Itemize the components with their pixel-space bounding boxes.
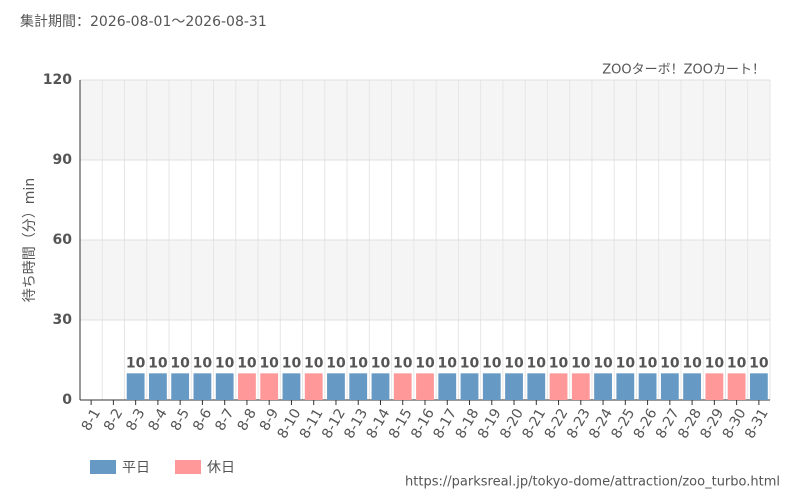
bar <box>594 373 612 400</box>
value-label: 10 <box>371 355 391 371</box>
bar <box>304 373 323 400</box>
y-tick-label: 120 <box>43 72 72 88</box>
bar <box>727 373 746 400</box>
bar <box>371 373 390 400</box>
value-label: 10 <box>282 355 302 371</box>
bar <box>638 373 657 400</box>
y-tick-label: 30 <box>53 312 73 328</box>
chart-title: 集計期間：2026-08-01～2026-08-31 <box>20 13 267 30</box>
bar <box>549 373 568 400</box>
x-tick-label: 8-6 <box>190 406 215 434</box>
y-tick-label: 90 <box>53 152 73 168</box>
value-label: 10 <box>682 355 702 371</box>
bar <box>393 373 412 400</box>
value-label: 10 <box>660 355 680 371</box>
bar <box>126 373 145 400</box>
bar <box>193 373 212 400</box>
chart-subtitle: ZOOターボ！ZOOカート！ <box>602 63 765 78</box>
legend-swatch <box>90 460 116 474</box>
bar <box>660 373 679 400</box>
x-tick-label: 8-2 <box>101 406 126 434</box>
x-tick-label: 8-3 <box>123 406 148 434</box>
legend-label: 休日 <box>207 460 235 476</box>
value-label: 10 <box>727 355 747 371</box>
value-label: 10 <box>170 355 190 371</box>
bar <box>705 373 724 400</box>
value-label: 10 <box>393 355 413 371</box>
bar <box>149 373 167 400</box>
source: https://parksreal.jp/tokyo-dome/attracti… <box>405 475 780 490</box>
plot-band <box>80 80 770 160</box>
bar <box>238 373 256 400</box>
bar <box>349 373 368 400</box>
value-label: 10 <box>348 355 368 371</box>
value-label: 10 <box>527 355 547 371</box>
x-tick-label: 8-7 <box>212 406 237 434</box>
value-label: 10 <box>126 355 146 371</box>
value-label: 10 <box>237 355 257 371</box>
value-label: 10 <box>616 355 636 371</box>
value-label: 10 <box>749 355 769 371</box>
value-label: 10 <box>415 355 435 371</box>
value-label: 10 <box>482 355 502 371</box>
bar <box>482 373 501 400</box>
value-label: 10 <box>705 355 725 371</box>
value-label: 10 <box>504 355 524 371</box>
value-label: 10 <box>571 355 591 371</box>
value-label: 10 <box>148 355 168 371</box>
value-label: 10 <box>593 355 613 371</box>
value-label: 10 <box>460 355 480 371</box>
value-label: 10 <box>215 355 235 371</box>
bar <box>460 373 479 400</box>
value-label: 10 <box>304 355 324 371</box>
value-label: 10 <box>438 355 458 371</box>
x-tick-label: 8-4 <box>146 406 171 434</box>
plot-band <box>80 240 770 320</box>
legend-label: 平日 <box>122 460 150 476</box>
bar <box>438 373 457 400</box>
bar <box>505 373 523 400</box>
x-tick-label: 8-31 <box>742 406 772 442</box>
bar <box>749 373 768 400</box>
value-label: 10 <box>638 355 658 371</box>
bar <box>683 373 701 400</box>
bar <box>215 373 234 400</box>
y-tick-label: 60 <box>53 232 73 248</box>
bar <box>327 373 345 400</box>
x-tick-label: 8-1 <box>79 406 104 434</box>
y-tick-label: 0 <box>62 392 72 408</box>
value-label: 10 <box>193 355 213 371</box>
bar <box>416 373 434 400</box>
bar <box>171 373 190 400</box>
bar <box>260 373 279 400</box>
bar <box>282 373 301 400</box>
x-tick-label: 8-8 <box>235 406 260 434</box>
x-tick-label: 8-5 <box>168 406 193 434</box>
bar <box>616 373 635 400</box>
value-label: 10 <box>549 355 569 371</box>
bar <box>571 373 590 400</box>
legend-swatch <box>175 460 201 474</box>
y-axis-label: 待ち時間（分）min <box>22 178 38 302</box>
value-label: 10 <box>326 355 346 371</box>
value-label: 10 <box>259 355 279 371</box>
bar <box>527 373 546 400</box>
